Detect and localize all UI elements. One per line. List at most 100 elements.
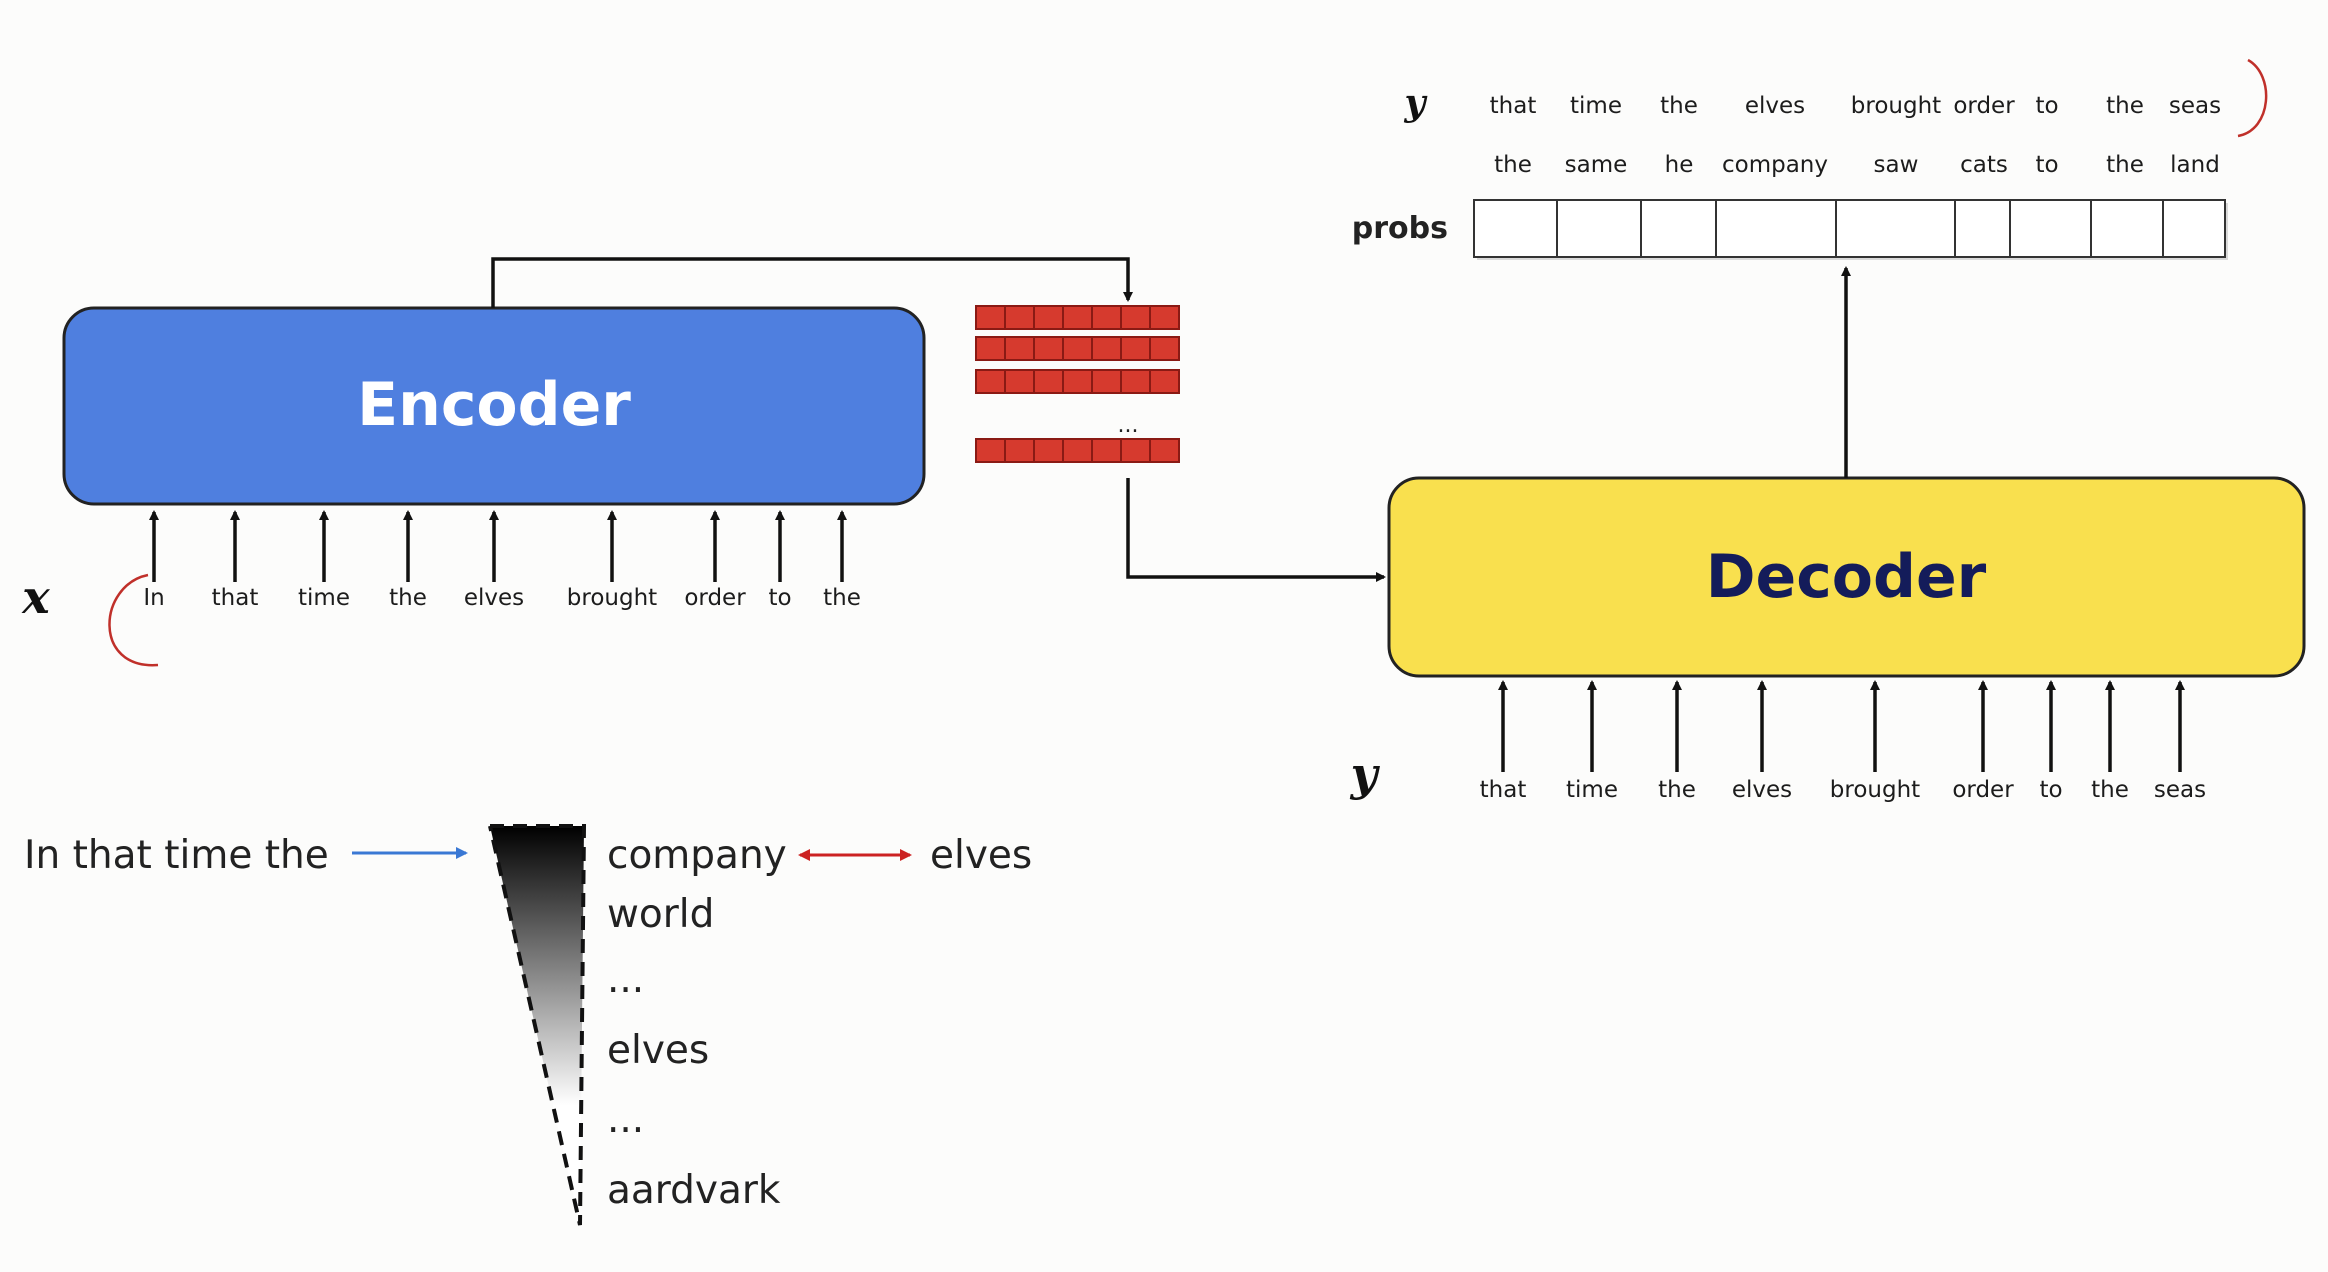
state-cell (1062, 336, 1093, 361)
state-cell (1033, 369, 1064, 394)
probs-cell (1954, 199, 2011, 258)
decoder-input-token: brought (1830, 777, 1920, 803)
annotation-bracket-output (2237, 58, 2268, 138)
state-cell (1149, 438, 1180, 463)
ranked-word: aardvark (607, 1168, 781, 1213)
probs-cell (2009, 199, 2092, 258)
state-cell (1149, 336, 1180, 361)
output-prediction-token: company (1722, 152, 1828, 178)
encoder-input-token: order (684, 585, 746, 611)
ranked-words-list: company world... elves... aardvark (607, 833, 787, 1213)
decoder-input-token: elves (1732, 777, 1792, 803)
output-target-token: brought (1851, 93, 1941, 119)
context-text: In that time the (24, 833, 329, 878)
output-y-label: y (1404, 82, 1428, 124)
state-cell (1004, 369, 1035, 394)
compare-word: elves (930, 833, 1032, 878)
state-cell (1091, 305, 1122, 330)
state-ellipsis: ... (1118, 413, 1139, 438)
state-cell (1091, 369, 1122, 394)
encoder-input-token: the (823, 585, 861, 611)
probs-cell (1556, 199, 1642, 258)
probs-cell (1835, 199, 1956, 258)
ranked-word: company (607, 833, 787, 878)
encoder-block: Encoder (62, 306, 926, 506)
decoder-input-token: the (1658, 777, 1696, 803)
encoder-to-states-arrow (491, 257, 1133, 308)
encoder-input-token: elves (464, 585, 524, 611)
state-cell (1033, 336, 1064, 361)
output-prediction-token: the (2106, 152, 2144, 178)
ranked-word: ... (607, 957, 644, 1002)
x-label: x (21, 570, 50, 624)
probs-cell (2162, 199, 2226, 258)
state-cell (1149, 305, 1180, 330)
ranked-word: ... (607, 1097, 644, 1142)
output-targets-row: that time the elves brought order to the seas (1490, 93, 2221, 119)
probability-wedge-outline (488, 824, 587, 1226)
decoder-inputs: that time the elves brought order to the seas (1480, 680, 2206, 803)
state-cell (1004, 336, 1035, 361)
state-cell (975, 305, 1006, 330)
probs-cell (1473, 199, 1558, 258)
encoder-input-token: brought (567, 585, 657, 611)
state-cell (1120, 336, 1151, 361)
state-cell (1091, 336, 1122, 361)
state-cell (975, 336, 1006, 361)
state-cell (1149, 369, 1180, 394)
encoder-input-token: In (143, 585, 164, 611)
distribution-illustration: In that time the company world... elves...… (24, 824, 1032, 1226)
state-cell (1033, 438, 1064, 463)
state-cell (975, 369, 1006, 394)
decoder-input-token: order (1952, 777, 2014, 803)
probs-cell (1640, 199, 1717, 258)
output-target-token: order (1953, 93, 2015, 119)
probs-table (1473, 199, 2228, 260)
state-cell (1062, 305, 1093, 330)
decoder-input-token: the (2091, 777, 2129, 803)
output-target-token: to (2035, 93, 2058, 119)
probs-cell (2090, 199, 2164, 258)
output-prediction-token: cats (1960, 152, 2008, 178)
decoder-block: Decoder (1387, 476, 2306, 678)
output-target-token: seas (2169, 93, 2221, 119)
hidden-state-grid (975, 305, 1180, 463)
output-target-token: elves (1745, 93, 1805, 119)
decoder-input-token: time (1566, 777, 1618, 803)
output-predictions-row: the same he company saw cats to the land (1494, 152, 2220, 178)
state-cell (1120, 305, 1151, 330)
probs-label: probs (1352, 211, 1448, 246)
decoder-input-token: seas (2154, 777, 2206, 803)
output-prediction-token: he (1665, 152, 1694, 178)
state-cell (1004, 305, 1035, 330)
y-label: y (1350, 747, 1381, 801)
output-prediction-token: land (2170, 152, 2220, 178)
state-cell (1004, 438, 1035, 463)
output-target-token: the (1660, 93, 1698, 119)
decoder-input-token: that (1480, 777, 1527, 803)
state-cell (975, 438, 1006, 463)
decoder-input-token: to (2039, 777, 2062, 803)
output-prediction-token: the (1494, 152, 1532, 178)
output-prediction-token: same (1565, 152, 1628, 178)
decoder-label: Decoder (1706, 542, 1987, 612)
encoder-input-token: time (298, 585, 350, 611)
state-cell (1062, 438, 1093, 463)
output-prediction-token: to (2035, 152, 2058, 178)
output-prediction-token: saw (1874, 152, 1919, 178)
output-target-token: the (2106, 93, 2144, 119)
states-to-decoder-arrow (1126, 478, 1386, 582)
encoder-label: Encoder (357, 370, 631, 440)
state-cell (1062, 369, 1093, 394)
ranked-word: elves (607, 1028, 709, 1073)
state-cell (1120, 438, 1151, 463)
ranked-word: world (607, 892, 714, 937)
output-target-token: that (1490, 93, 1537, 119)
encoder-input-token: that (212, 585, 259, 611)
probs-cell (1715, 199, 1837, 258)
encoder-inputs: In that time the elves brought order to the (143, 510, 861, 611)
annotation-bracket-input (108, 573, 159, 667)
encoder-input-token: the (389, 585, 427, 611)
state-cell (1091, 438, 1122, 463)
